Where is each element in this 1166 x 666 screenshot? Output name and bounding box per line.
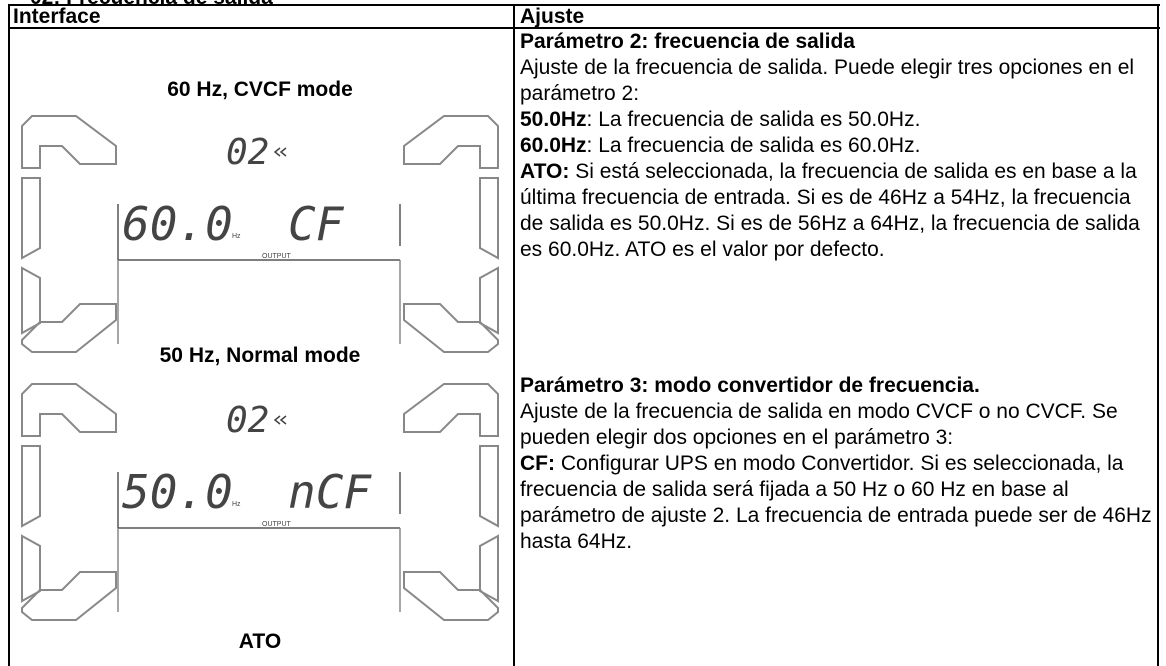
option-text: : La frecuencia de salida es 60.0Hz. bbox=[586, 134, 921, 157]
option-name: 50.0Hz bbox=[520, 108, 587, 131]
table-border bbox=[1157, 4, 1159, 666]
lcd-segment bbox=[479, 266, 499, 335]
lcd-arrow bbox=[273, 415, 287, 425]
setting-paragraph: Ajuste de la frecuencia de salida en mod… bbox=[520, 399, 1156, 451]
lcd-label: OUTPUT bbox=[262, 521, 292, 528]
lcd-side bbox=[21, 115, 117, 353]
lcd-value: 50.0 bbox=[122, 465, 233, 519]
table-border bbox=[8, 27, 1160, 29]
option-name: CF: bbox=[520, 452, 555, 475]
option-name: 60.0Hz bbox=[520, 134, 587, 157]
caption: ATO bbox=[238, 630, 282, 653]
lcd-value: 60.0 bbox=[122, 197, 233, 251]
column-header: Ajuste bbox=[520, 5, 585, 28]
lcd-segment bbox=[21, 571, 117, 621]
lcd-segment bbox=[479, 177, 499, 260]
setting-title: Parámetro 3: modo convertidor de frecuen… bbox=[520, 374, 980, 397]
column-header: Interface bbox=[13, 5, 101, 28]
option-text: Configurar UPS en modo Convertidor. Si e… bbox=[520, 452, 1152, 553]
lcd-label: OUTPUT bbox=[262, 253, 292, 260]
table-border bbox=[513, 4, 515, 666]
option-text: Ajuste de la frecuencia de salida. Puede… bbox=[520, 56, 1135, 105]
lcd-segment bbox=[21, 177, 41, 260]
lcd-segment bbox=[21, 383, 117, 437]
option-text: Si está seleccionada, la frecuencia de s… bbox=[520, 160, 1140, 261]
lcd-mode: nCF bbox=[288, 465, 372, 519]
lcd-side bbox=[403, 383, 499, 621]
lcd-mode: CF bbox=[288, 197, 345, 251]
lcd-display: 02 60.0 Hz CF OUTPUT bbox=[21, 115, 499, 353]
lcd-segment bbox=[403, 303, 499, 353]
table-border bbox=[8, 4, 1160, 6]
setting-paragraph: CF: Configurar UPS en modo Convertidor. … bbox=[520, 451, 1156, 555]
lcd-side bbox=[21, 383, 117, 621]
lcd-segment bbox=[403, 383, 499, 437]
setting-paragraph: ATO: Si está seleccionada, la frecuencia… bbox=[520, 159, 1156, 263]
lcd-segment bbox=[479, 534, 499, 603]
lcd-unit: Hz bbox=[232, 233, 241, 240]
setting-paragraph: 50.0Hz: La frecuencia de salida es 50.0H… bbox=[520, 107, 1156, 133]
lcd-segment bbox=[21, 445, 41, 528]
lcd-display: 02 50.0 Hz nCF OUTPUT bbox=[21, 383, 499, 621]
lcd-side bbox=[403, 115, 499, 353]
lcd-segment bbox=[479, 445, 499, 528]
caption: 50 Hz, Normal mode bbox=[159, 344, 361, 367]
lcd-param: 02 bbox=[226, 400, 269, 441]
lcd-segment bbox=[21, 266, 41, 335]
lcd-unit: Hz bbox=[232, 501, 241, 508]
lcd-segment bbox=[403, 115, 499, 169]
lcd-segment bbox=[403, 571, 499, 621]
lcd-segment bbox=[21, 303, 117, 353]
lcd-frame bbox=[21, 115, 499, 353]
option-name: ATO: bbox=[520, 160, 570, 183]
lcd-arrow bbox=[273, 147, 287, 157]
setting-block: Parámetro 3: modo convertidor de frecuen… bbox=[520, 373, 1156, 555]
lcd-param: 02 bbox=[226, 132, 269, 173]
setting-paragraph: Ajuste de la frecuencia de salida. Puede… bbox=[520, 55, 1156, 107]
setting-paragraph: 60.0Hz: La frecuencia de salida es 60.0H… bbox=[520, 133, 1156, 159]
lcd-frame bbox=[21, 383, 499, 621]
caption: 60 Hz, CVCF mode bbox=[167, 78, 353, 101]
table-border bbox=[8, 4, 10, 666]
setting-block: Parámetro 2: frecuencia de salida Ajuste … bbox=[520, 29, 1156, 263]
option-text: Ajuste de la frecuencia de salida en mod… bbox=[520, 400, 1118, 449]
lcd-segment bbox=[21, 534, 41, 603]
lcd-segment bbox=[21, 115, 117, 169]
setting-title: Parámetro 2: frecuencia de salida bbox=[520, 30, 855, 53]
option-text: : La frecuencia de salida es 50.0Hz. bbox=[586, 108, 921, 131]
